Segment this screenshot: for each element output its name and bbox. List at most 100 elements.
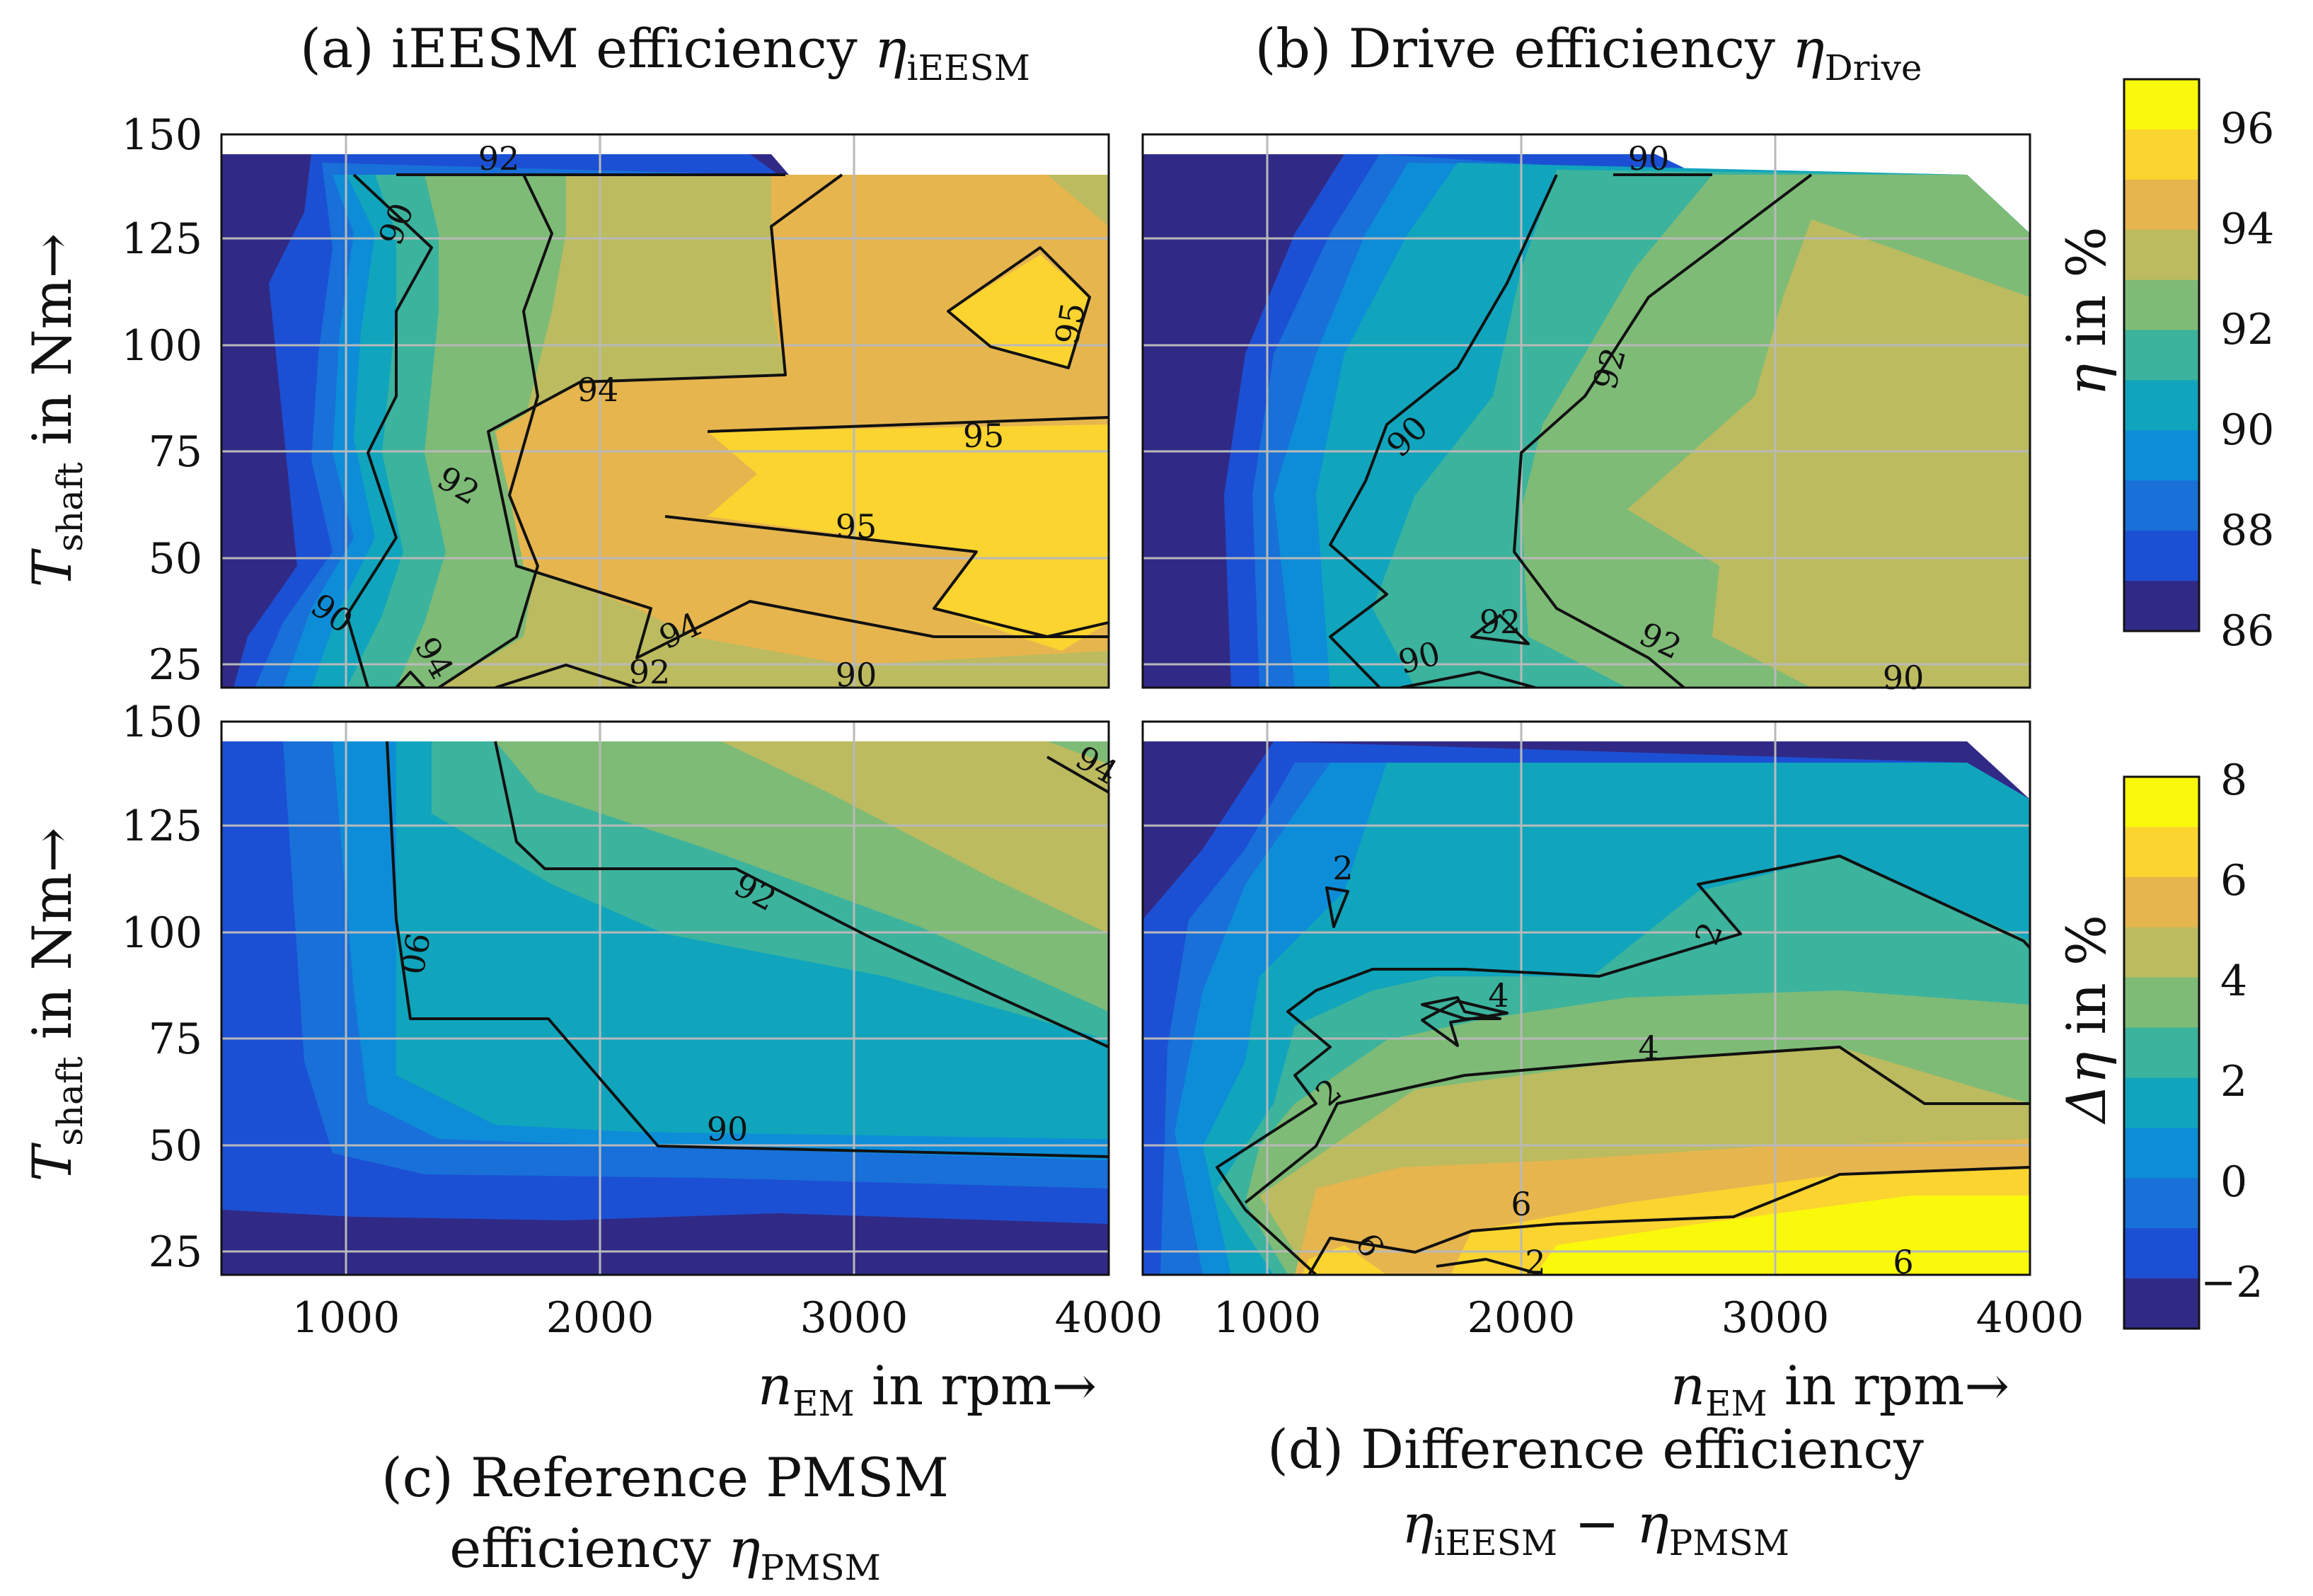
colorbar-tick-label: 2 [2220, 1057, 2247, 1106]
x-tick-label: 3000 [1721, 1293, 1830, 1343]
contour-label: 94 [577, 371, 619, 409]
panel-a-contour-fill [221, 134, 1109, 688]
panel-a-y-axis-label: Tshaft in Nm→ [21, 233, 91, 588]
panel-a: 92 90 94 95 95 95 92 90 94 94 92 90 150 … [21, 17, 1110, 694]
panel-c-caption-line2: efficiency ηPMSM [449, 1517, 881, 1588]
colorbar-swatch [2124, 1178, 2199, 1229]
contour-label: 92 [1479, 603, 1521, 641]
y-tick-label: 25 [149, 1227, 202, 1277]
colorbar-swatch [2124, 927, 2199, 978]
colorbar-swatch [2124, 330, 2199, 381]
y-tick-label: 150 [121, 698, 202, 747]
colorbar-swatch [2124, 79, 2199, 130]
panel-c-axes-frame [220, 720, 1110, 1276]
y-tick-label: 75 [149, 1014, 202, 1064]
panel-c-y-axis-label: Tshaft in Nm→ [21, 828, 91, 1182]
colorbar-tick-label: 6 [2220, 856, 2247, 906]
colorbar-swatch [2124, 480, 2199, 531]
colorbar-swatch [2124, 1027, 2199, 1078]
contour-label: 4 [1488, 976, 1509, 1014]
colorbar-difference: 8 6 4 2 0 −2 Δη in % [2055, 756, 2263, 1330]
contour-label: 4 [1638, 1029, 1659, 1067]
colorbar-tick-label: 88 [2220, 506, 2274, 555]
panel-c-y-ticks: 150 125 100 75 50 25 [121, 698, 202, 1277]
colorbar-swatch [2124, 1278, 2199, 1329]
colorbar-swatch [2124, 581, 2199, 632]
y-tick-label: 25 [149, 640, 202, 690]
x-tick-label: 4000 [1055, 1293, 1163, 1343]
colorbar-tick-label: 4 [2220, 956, 2247, 1006]
colorbar-efficiency-label: η in % [2055, 226, 2118, 395]
panel-c-grid [221, 722, 1109, 1275]
panel-a-title: (a) iEESM efficiency ηiEESM [300, 17, 1030, 88]
panel-d-x-axis-label: nEM in rpm→ [1671, 1354, 2009, 1424]
colorbar-difference-frame [2123, 775, 2200, 1330]
panel-d-contour-fill [1143, 722, 2030, 1275]
colorbar-tick-label: −2 [2200, 1258, 2263, 1307]
colorbar-tick-label: 8 [2220, 756, 2247, 805]
panel-b-contour-fill [1143, 134, 2030, 688]
colorbar-efficiency-swatches [2124, 79, 2199, 632]
contour-label: 92 [478, 139, 520, 178]
colorbar-swatch [2124, 179, 2199, 231]
colorbar-tick-label: 94 [2220, 204, 2274, 254]
panel-c-caption-line1: (c) Reference PMSM [381, 1446, 949, 1509]
colorbar-swatch [2124, 777, 2199, 828]
panel-a-grid [221, 134, 1109, 688]
panel-c-isolines [386, 741, 1109, 1158]
y-tick-label: 75 [149, 427, 202, 477]
colorbar-swatch [2124, 229, 2199, 281]
panel-b: 90 92 90 92 92 90 90 (b) Drive efficienc… [1141, 17, 2031, 697]
panel-a-y-ticks: 150 125 100 75 50 25 [121, 110, 202, 690]
colorbar-swatch [2124, 279, 2199, 331]
x-tick-label: 1000 [1213, 1293, 1322, 1343]
x-tick-label: 1000 [292, 1293, 400, 1343]
colorbar-tick-label: 86 [2220, 606, 2274, 656]
panel-d-caption-line2: ηiEESM − ηPMSM [1402, 1492, 1789, 1563]
colorbar-tick-label: 92 [2220, 305, 2274, 354]
panel-d-isolines [1216, 855, 2030, 1275]
colorbar-swatch [2124, 129, 2199, 180]
contour-label: 95 [836, 507, 877, 545]
colorbar-tick-label: 0 [2220, 1157, 2247, 1207]
colorbar-swatch [2124, 531, 2199, 582]
contour-label: 95 [1048, 300, 1092, 347]
panel-c-x-ticks: 1000 2000 3000 4000 [292, 1293, 1163, 1343]
panel-b-axes-frame [1141, 133, 2031, 689]
contour-label: 90 [392, 930, 437, 977]
panel-b-grid [1143, 134, 2030, 688]
colorbar-efficiency-frame [2123, 78, 2200, 632]
y-tick-label: 50 [149, 1121, 202, 1171]
panel-c-x-axis-label: nEM in rpm→ [758, 1354, 1097, 1424]
colorbar-swatch [2124, 977, 2199, 1029]
contour-label: 90 [1883, 659, 1925, 697]
colorbar-swatch [2124, 877, 2199, 928]
colorbar-tick-label: 96 [2220, 104, 2274, 154]
panel-d-grid [1143, 722, 2030, 1275]
y-tick-label: 100 [121, 908, 202, 958]
panel-c: 94 92 90 90 150 125 100 75 50 25 1000 20… [21, 698, 1163, 1588]
colorbar-efficiency: 96 94 92 90 88 86 η in % [2055, 78, 2274, 656]
contour-label: 95 [963, 417, 1005, 455]
colorbar-tick-label: 90 [2220, 405, 2274, 455]
panel-d: 2 2 4 4 2 6 6 6 2 1000 2000 3000 4000 nE… [1141, 720, 2084, 1563]
contour-label: 92 [629, 653, 671, 691]
panel-b-isolines [1329, 173, 1813, 688]
colorbar-swatch [2124, 430, 2199, 481]
colorbar-difference-label: Δη in % [2055, 915, 2118, 1125]
y-tick-label: 125 [121, 802, 202, 851]
colorbar-swatch [2124, 1228, 2199, 1279]
x-tick-label: 4000 [1976, 1293, 2084, 1343]
x-tick-label: 2000 [1467, 1293, 1576, 1343]
panel-b-title: (b) Drive efficiency ηDrive [1255, 17, 1922, 88]
panel-d-x-ticks: 1000 2000 3000 4000 [1213, 1293, 2084, 1343]
colorbar-swatch [2124, 1077, 2199, 1128]
y-tick-label: 125 [121, 214, 202, 264]
panel-d-caption-line1: (d) Difference efficiency [1267, 1418, 1924, 1481]
colorbar-swatch [2124, 826, 2199, 878]
contour-label: 90 [1628, 139, 1670, 178]
colorbar-swatch [2124, 1128, 2199, 1179]
contour-label: 2 [1332, 849, 1353, 887]
contour-label: 90 [707, 1110, 749, 1148]
y-tick-label: 150 [121, 110, 202, 160]
